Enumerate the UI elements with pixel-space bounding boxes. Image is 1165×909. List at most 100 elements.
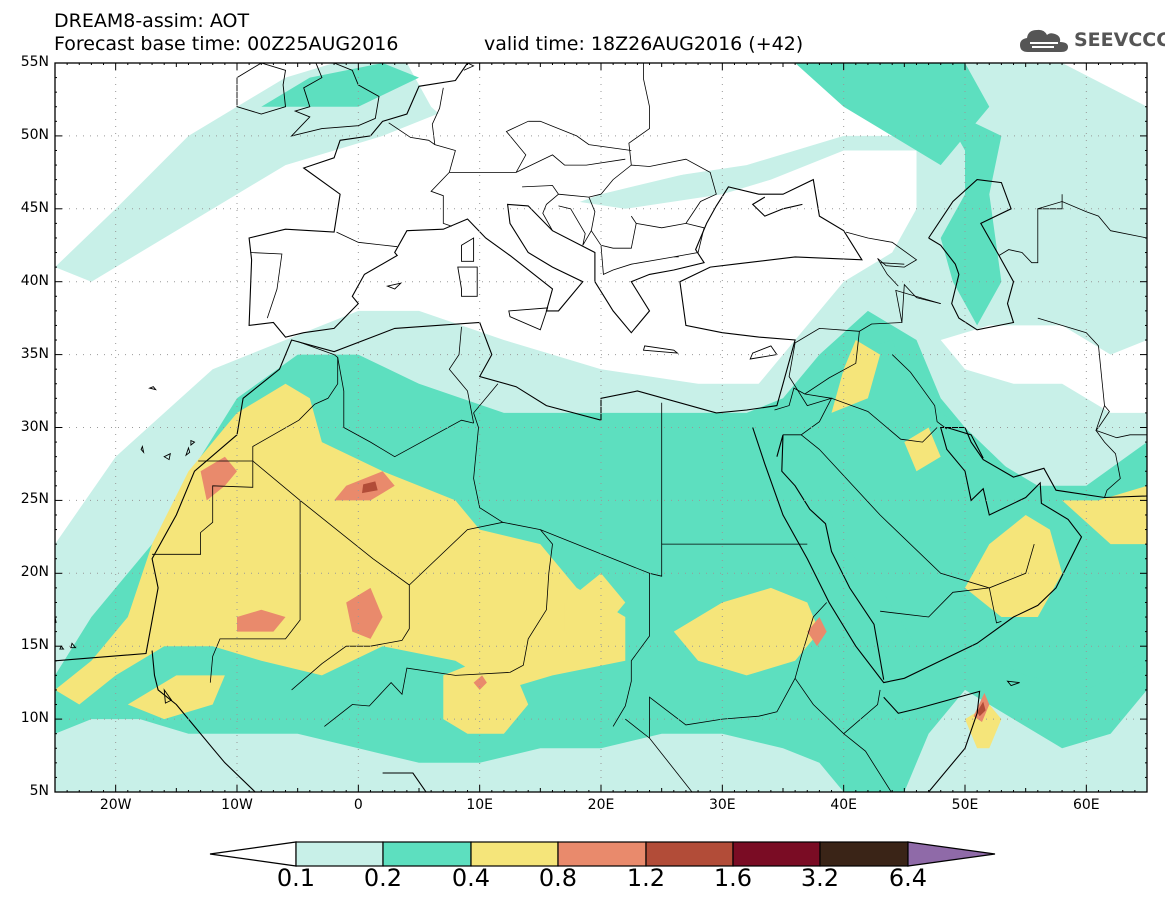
country-border — [988, 587, 1002, 624]
axis-ticks — [54, 62, 1148, 793]
coastline — [751, 196, 803, 217]
aot-low-europe — [285, 63, 941, 180]
island-outline — [163, 452, 171, 461]
country-border — [600, 245, 679, 275]
colorbar-level-label: 0.1 — [276, 864, 316, 892]
island-outline — [148, 386, 157, 391]
lat-tick-label: 50N — [20, 126, 49, 143]
country-border — [877, 258, 899, 287]
colorbar-swatch — [732, 841, 821, 867]
coastline — [883, 690, 981, 792]
coastline — [55, 63, 863, 662]
coastline — [752, 426, 1147, 684]
aot-band-0.4-pakistan — [1062, 485, 1147, 545]
lon-tick-label: 30E — [708, 797, 736, 813]
lat-tick-label: 30N — [20, 418, 49, 435]
coastline — [928, 179, 1015, 331]
country-border — [324, 529, 553, 727]
colorbar-swatch — [470, 841, 559, 867]
base-time-label: Forecast base time: 00Z25AUG2016 — [54, 33, 399, 55]
island-outline — [163, 688, 173, 704]
country-border — [880, 262, 905, 265]
island-outline — [236, 63, 287, 115]
lat-tick-label: 45N — [20, 199, 49, 216]
country-border — [800, 434, 1035, 589]
coastline — [946, 426, 984, 459]
seevccc-logo: SEEVCCC — [1018, 26, 1165, 56]
aot-band-0.8-nigeria — [473, 675, 487, 690]
coastline — [151, 650, 274, 792]
colorbar — [209, 841, 996, 867]
aot-band-0.8-eritrea — [807, 617, 827, 647]
country-border — [528, 120, 632, 151]
colorbar-level-label: 6.4 — [888, 864, 928, 892]
island-outline — [385, 282, 403, 290]
island-outline — [457, 266, 478, 297]
country-border — [473, 383, 503, 523]
lon-tick-label: 60E — [1072, 797, 1100, 813]
country-border — [409, 521, 650, 727]
country-border — [252, 341, 339, 461]
country-border — [628, 63, 650, 166]
lat-tick-label: 15N — [20, 637, 49, 654]
country-border — [431, 87, 444, 145]
aot-band-0.2-caspian — [940, 106, 1002, 326]
aot-band-1.2-algeria — [362, 481, 378, 494]
colorbar-level-label: 0.4 — [451, 864, 491, 892]
island-outline — [59, 645, 65, 650]
lat-tick-label: 5N — [29, 783, 49, 799]
country-border — [448, 326, 474, 424]
aot-band-0.2-steppe — [722, 63, 990, 166]
country-border — [515, 154, 626, 173]
lon-tick-label: 0 — [353, 797, 363, 813]
island-outline — [461, 237, 475, 262]
lon-tick-label: 10W — [221, 797, 253, 813]
country-border — [291, 500, 410, 691]
island-outline — [70, 642, 77, 649]
aot-band-0.4-nigeria — [443, 660, 529, 734]
lon-tick-label: 50E — [951, 797, 979, 813]
country-border — [783, 327, 860, 436]
country-border — [600, 158, 717, 224]
lon-tick-label: 20E — [587, 797, 615, 813]
aot-band-0.8-mali — [346, 587, 383, 639]
coastline — [776, 434, 885, 680]
country-border — [336, 231, 398, 248]
aot-band-1.2-somalia — [977, 701, 986, 717]
island-outline — [749, 345, 778, 360]
lon-tick-label: 20W — [99, 797, 132, 813]
aot-band-0.8-mali-west — [237, 609, 286, 632]
colorbar-level-label: 0.2 — [363, 864, 403, 892]
country-border — [843, 733, 911, 792]
island-outline — [290, 63, 380, 137]
country-border — [250, 252, 283, 319]
aot-low-iran — [940, 325, 1147, 413]
colorbar-swatch — [557, 841, 647, 867]
country-border — [649, 543, 808, 577]
aot-band-0.4-chad — [564, 573, 626, 632]
country-border — [1037, 317, 1147, 439]
aot-band-0.4-guinea — [127, 675, 225, 720]
country-border — [542, 193, 559, 231]
country-border — [804, 393, 938, 443]
aot-band-0.4-iraq — [904, 427, 941, 472]
country-border — [337, 357, 474, 458]
gridlines — [55, 63, 1147, 792]
colorbar-swatch — [819, 841, 909, 867]
valid-time-label: valid time: 18Z26AUG2016 (+42) — [484, 33, 804, 55]
colorbar-level-label: 1.2 — [626, 864, 666, 892]
country-border — [774, 289, 941, 411]
country-border — [388, 122, 456, 173]
aot-band-0.8-mauritania — [200, 456, 237, 501]
lat-tick-label: 10N — [20, 710, 49, 727]
aot-band-0.4-sudan — [673, 587, 820, 676]
aot-band-0.4-oman — [965, 515, 1063, 617]
aot-band-0.2-arabia — [819, 340, 1147, 690]
colorbar-level-label: 1.6 — [713, 864, 753, 892]
lat-tick-label: 25N — [20, 491, 49, 508]
colorbar-level-label: 3.2 — [800, 864, 840, 892]
lat-tick-label: 20N — [20, 564, 49, 581]
country-border — [880, 587, 990, 618]
